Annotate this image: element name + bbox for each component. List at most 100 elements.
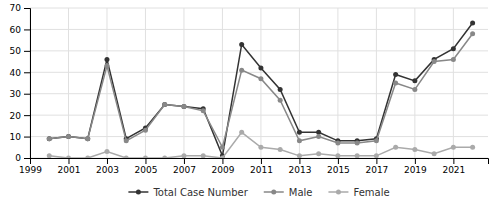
point (297, 138, 302, 143)
tick-label: 2013 (288, 165, 311, 175)
point (162, 102, 167, 107)
point (239, 68, 244, 73)
tick-mark (24, 51, 30, 52)
grid (30, 8, 488, 158)
point (335, 153, 340, 158)
tick: 1999 (19, 158, 42, 175)
tick: 40 (10, 68, 30, 78)
tick-label: 60 (10, 25, 22, 35)
legend-item: Total Case Number (128, 187, 248, 198)
grid-line (30, 115, 488, 116)
point (374, 153, 379, 158)
point (47, 153, 52, 158)
tick: 2021 (442, 158, 465, 175)
tick: 2007 (173, 158, 196, 175)
tick-mark (24, 72, 30, 73)
tick-mark (107, 158, 108, 164)
tick-mark (68, 158, 69, 164)
tick-mark (184, 158, 185, 164)
line (49, 23, 472, 156)
point (201, 153, 206, 158)
tick-label: 2017 (365, 165, 388, 175)
point (104, 149, 109, 154)
legend-item: Male (264, 187, 313, 198)
point (297, 130, 302, 135)
line (49, 132, 472, 158)
chart: 1999 2001 2003 2005 2007 2009 2011 2013 2015 2017… (0, 0, 500, 204)
point (181, 104, 186, 109)
point (47, 136, 52, 141)
tick: 2001 (58, 158, 81, 175)
tick: 2005 (135, 158, 158, 175)
tick-mark (24, 115, 30, 116)
axis-line (31, 159, 489, 165)
grid-line (30, 50, 488, 51)
series (47, 21, 475, 159)
point (412, 147, 417, 152)
point (432, 59, 437, 64)
legend: Total Case Number Male Female (128, 187, 389, 198)
tick: 2013 (288, 158, 311, 175)
point (85, 156, 90, 159)
grid-line (183, 8, 184, 158)
legend-label: Female (353, 187, 389, 198)
point (66, 156, 71, 159)
legend-label: Male (289, 187, 313, 198)
point (374, 138, 379, 143)
point (393, 145, 398, 150)
grid-line (337, 8, 338, 158)
point (143, 156, 148, 159)
marks (47, 21, 475, 159)
tick-mark (24, 137, 30, 138)
tick-mark (222, 158, 223, 164)
tick: 20 (10, 111, 30, 121)
legend-label: Total Case Number (152, 187, 248, 198)
tick: 10 (10, 132, 30, 142)
point (451, 145, 456, 150)
point (412, 78, 417, 83)
tick: 2009 (211, 158, 234, 175)
tick: 2017 (365, 158, 388, 175)
tick-label: 2003 (96, 165, 119, 175)
point (297, 153, 302, 158)
tick-label: 2011 (250, 165, 273, 175)
tick-label: 0 (15, 153, 21, 163)
y-axis: 010203040506070 (10, 3, 31, 163)
point (239, 130, 244, 135)
legend-marker (136, 190, 141, 195)
tick-label: 10 (10, 132, 22, 142)
tick-mark (145, 158, 146, 164)
point (335, 141, 340, 146)
point (85, 136, 90, 141)
series (47, 130, 475, 158)
tick-mark (415, 158, 416, 164)
point (470, 21, 475, 26)
legend-marker (271, 190, 276, 195)
point (220, 145, 225, 150)
tick-mark (299, 158, 300, 164)
series (47, 31, 475, 150)
legend-marker (336, 190, 341, 195)
grid-line (145, 8, 146, 158)
tick: 2015 (327, 158, 350, 175)
x-axis: 1999 2001 2003 2005 2007 2009 2011 2013 2015 2017… (19, 158, 488, 175)
point (316, 130, 321, 135)
tick-label: 2007 (173, 165, 196, 175)
point (181, 104, 186, 109)
axis-line (24, 9, 31, 159)
grid-line (260, 8, 261, 158)
grid-line (299, 8, 300, 158)
point (278, 147, 283, 152)
tick-label: 2005 (135, 165, 158, 175)
point (278, 98, 283, 103)
tick-label: 30 (10, 89, 22, 99)
tick: 30 (10, 89, 30, 99)
point (104, 57, 109, 62)
point (66, 134, 71, 139)
grid-line (453, 8, 454, 158)
tick-mark (453, 158, 454, 164)
tick: 2003 (96, 158, 119, 175)
point (104, 63, 109, 68)
point (355, 141, 360, 146)
point (470, 31, 475, 36)
